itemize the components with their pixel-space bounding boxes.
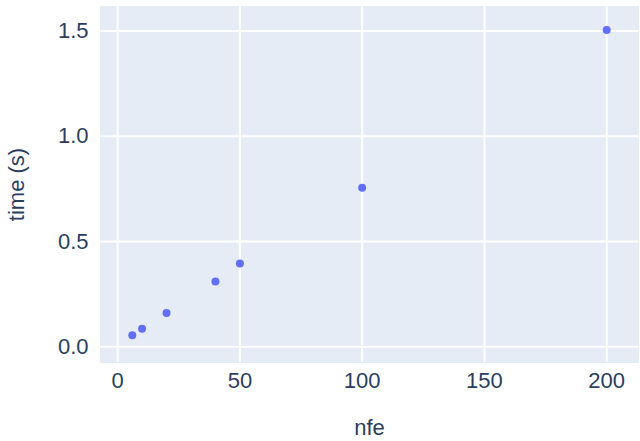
svg-text:0.5: 0.5	[58, 229, 89, 254]
svg-text:time (s): time (s)	[4, 148, 29, 221]
svg-text:1.5: 1.5	[58, 18, 89, 43]
svg-text:200: 200	[588, 368, 625, 393]
svg-text:50: 50	[228, 368, 252, 393]
svg-text:1.0: 1.0	[58, 123, 89, 148]
svg-text:150: 150	[466, 368, 503, 393]
svg-text:100: 100	[344, 368, 381, 393]
svg-text:nfe: nfe	[354, 415, 385, 440]
svg-text:0: 0	[111, 368, 123, 393]
svg-text:0.0: 0.0	[58, 334, 89, 359]
